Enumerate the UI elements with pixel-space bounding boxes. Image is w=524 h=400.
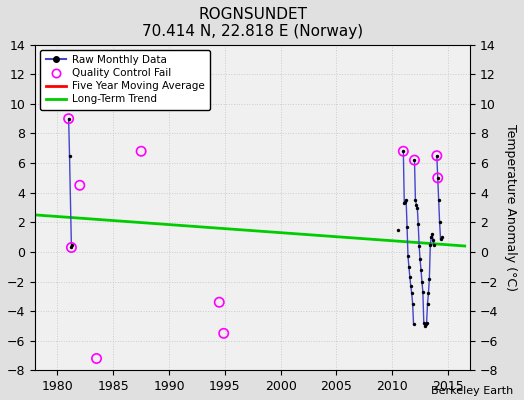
Point bbox=[429, 237, 438, 243]
Point bbox=[67, 244, 75, 251]
Point bbox=[427, 234, 435, 240]
Point bbox=[430, 241, 438, 248]
Point bbox=[413, 204, 421, 211]
Point bbox=[428, 231, 436, 237]
Point bbox=[410, 157, 419, 163]
Point bbox=[402, 197, 410, 203]
Point bbox=[399, 148, 408, 154]
Point bbox=[416, 256, 424, 262]
Point bbox=[425, 275, 433, 282]
Point bbox=[215, 299, 223, 306]
Point bbox=[67, 244, 75, 251]
Point bbox=[64, 116, 73, 122]
Legend: Raw Monthly Data, Quality Control Fail, Five Year Moving Average, Long-Term Tren: Raw Monthly Data, Quality Control Fail, … bbox=[40, 50, 210, 110]
Point bbox=[421, 321, 430, 328]
Point bbox=[408, 300, 417, 307]
Point bbox=[414, 220, 422, 227]
Point bbox=[408, 290, 416, 296]
Point bbox=[405, 264, 413, 270]
Point bbox=[434, 197, 443, 203]
Title: ROGNSUNDET
70.414 N, 22.818 E (Norway): ROGNSUNDET 70.414 N, 22.818 E (Norway) bbox=[142, 7, 363, 39]
Point bbox=[418, 278, 426, 285]
Point bbox=[415, 243, 423, 249]
Point bbox=[420, 320, 428, 326]
Point bbox=[422, 320, 431, 326]
Point bbox=[406, 274, 414, 280]
Point bbox=[438, 234, 446, 240]
Point bbox=[419, 289, 427, 295]
Point bbox=[64, 116, 73, 122]
Point bbox=[410, 157, 419, 163]
Point bbox=[435, 219, 444, 226]
Point bbox=[426, 241, 434, 248]
Point bbox=[92, 355, 101, 362]
Point bbox=[436, 235, 445, 242]
Point bbox=[433, 175, 442, 181]
Point bbox=[404, 253, 412, 260]
Point bbox=[411, 197, 420, 203]
Point bbox=[421, 323, 429, 329]
Point bbox=[220, 330, 228, 336]
Point bbox=[137, 148, 145, 154]
Point bbox=[433, 152, 441, 159]
Point bbox=[407, 283, 415, 289]
Point bbox=[424, 290, 433, 296]
Point bbox=[412, 201, 421, 208]
Point bbox=[68, 241, 77, 248]
Point bbox=[75, 182, 84, 188]
Point bbox=[403, 224, 411, 230]
Point bbox=[433, 152, 441, 159]
Point bbox=[423, 300, 432, 307]
Point bbox=[433, 175, 442, 181]
Point bbox=[394, 226, 402, 233]
Point bbox=[417, 266, 425, 273]
Point bbox=[66, 152, 74, 159]
Point bbox=[400, 200, 408, 206]
Point bbox=[399, 148, 408, 154]
Y-axis label: Temperature Anomaly (°C): Temperature Anomaly (°C) bbox=[504, 124, 517, 291]
Text: Berkeley Earth: Berkeley Earth bbox=[431, 386, 514, 396]
Point bbox=[409, 321, 418, 328]
Point bbox=[401, 198, 409, 205]
